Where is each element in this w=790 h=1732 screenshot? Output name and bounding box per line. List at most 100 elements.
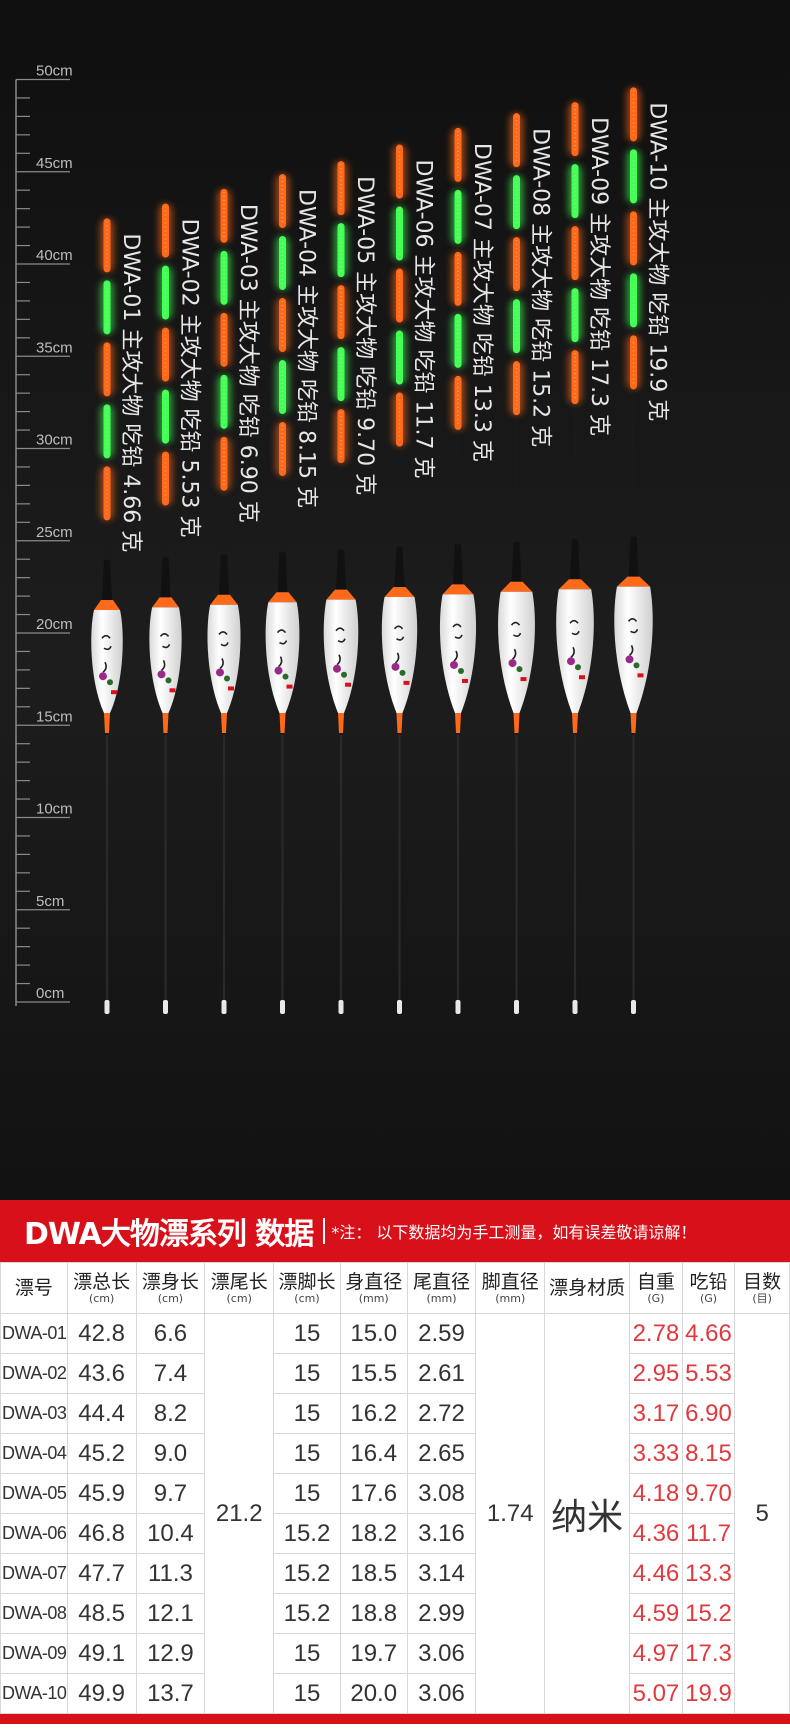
cell-body-length: 11.3 [135, 1553, 206, 1594]
float-dwa-03: DWA-03 主攻大物 吃铅 6.90 克 [207, 188, 260, 1014]
cell-foot-diameter: 1.74 [475, 1313, 546, 1714]
float-body-tip [162, 713, 169, 733]
tail-segment [630, 335, 637, 390]
tail-segment [630, 87, 637, 142]
cell-foot-length: 15 [273, 1393, 341, 1434]
tail-segment [454, 127, 462, 182]
tail-segment [571, 102, 579, 157]
cell-foot-length: 15.2 [273, 1593, 341, 1634]
column-header-name: 漂身材质 [549, 1277, 626, 1299]
cell-body-length: 6.6 [135, 1313, 206, 1354]
tail-segment [630, 149, 637, 204]
cell-foot-length: 15 [273, 1633, 341, 1674]
float-foot-tip [338, 1000, 344, 1014]
ruler-label: 40cm [36, 247, 73, 264]
float-neck-cone [394, 547, 405, 587]
column-header: 漂身长 (cm) [135, 1262, 206, 1314]
cell-model: DWA-06 [0, 1513, 68, 1554]
tail-segment [454, 313, 462, 368]
column-header-unit: (cm) [157, 1292, 184, 1305]
float-body-logo [218, 631, 229, 670]
cell-total-length: 47.7 [66, 1553, 137, 1594]
float-label: DWA-03 主攻大物 吃铅 6.90 克 [235, 204, 260, 523]
table-row: DWA-07 47.7 11.3 15.2 18.5 3.14 4.46 13.3 [0, 1553, 790, 1594]
tail-segment [513, 299, 520, 354]
tail-segment [396, 392, 403, 447]
banner-title: DWA大物漂系列 数据 [24, 1217, 314, 1252]
float-body-tip [396, 713, 403, 733]
table-row: DWA-09 49.1 12.9 15 19.7 3.06 4.97 17.3 [0, 1633, 790, 1674]
column-header-name: 漂身长 [141, 1271, 199, 1293]
float-body-flower [333, 664, 341, 673]
float-neck-cone [277, 552, 288, 593]
cell-total-length: 49.9 [66, 1673, 137, 1714]
ruler-label: 35cm [36, 339, 73, 356]
cell-self-weight: 4.46 [629, 1553, 683, 1594]
tail-segment [513, 237, 520, 292]
cell-model: DWA-10 [0, 1673, 68, 1714]
cell-self-weight: 4.18 [629, 1473, 683, 1514]
float-dwa-09: DWA-09 主攻大物 吃铅 17.3 克 [556, 102, 611, 1014]
float-dwa-06: DWA-06 主攻大物 吃铅 11.7 克 [381, 144, 436, 1014]
cell-self-weight: 4.97 [629, 1633, 683, 1674]
tail-segment [162, 451, 169, 506]
ruler-label: 10cm [36, 801, 73, 818]
cell-foot-length: 15 [273, 1313, 341, 1354]
float-body-cap [500, 581, 533, 592]
cell-tail-diameter: 3.16 [406, 1513, 477, 1554]
cell-model: DWA-01 [0, 1313, 68, 1354]
float-body-logo [101, 634, 112, 673]
cell-body-diameter: 15.5 [339, 1353, 408, 1394]
float-body-leaf [633, 662, 640, 669]
tail-segment [630, 273, 637, 328]
float-body-tip [630, 713, 637, 733]
product-illustration: 50cm 45cm 40cm 35cm 30cm 25cm 20cm 15cm 10cm 5cm 0… [0, 0, 790, 1200]
tail-segment [396, 268, 403, 323]
float-foot-tip [455, 1000, 461, 1014]
spec-banner: DWA大物漂系列 数据 *注： 以下数据均为手工测量，如有误差敬请谅解！ [0, 1200, 790, 1262]
float-body-cap [152, 597, 179, 608]
float-dwa-04: DWA-04 主攻大物 吃铅 8.15 克 [265, 174, 319, 1014]
float-body [323, 599, 359, 713]
float-body [149, 607, 182, 713]
float-body-flower [391, 662, 400, 671]
float-dwa-02: DWA-02 主攻大物 吃铅 5.53 克 [149, 203, 202, 1014]
ruler-label: 30cm [36, 432, 73, 449]
cell-model: DWA-02 [0, 1353, 68, 1394]
cell-lead-capacity: 11.7 [681, 1513, 736, 1554]
float-body-leaf [399, 669, 406, 676]
float-body-logo [569, 619, 580, 658]
tail-segment [279, 174, 286, 229]
column-header-name: 目数 [743, 1271, 782, 1293]
cell-tail-diameter: 2.72 [406, 1393, 477, 1434]
float-body-cap [94, 600, 120, 610]
float-body-flower [99, 672, 107, 681]
float-neck-cone [628, 536, 639, 577]
tail-segment [513, 361, 520, 416]
float-label: DWA-02 主攻大物 吃铅 5.53 克 [177, 219, 202, 538]
float-dwa-08: DWA-08 主攻大物 吃铅 15.2 克 [498, 113, 553, 1014]
float-body-flower [216, 668, 224, 677]
spec-table-wrapper: 漂号 漂总长 (cm) 漂身长 (cm) 漂尾长 (cm) 漂脚长 (cm) 身直径 (mm) 尾直径… [0, 1262, 790, 1714]
cell-body-length: 9.7 [135, 1473, 206, 1514]
cell-self-weight: 4.36 [629, 1513, 683, 1554]
float-label: DWA-10 主攻大物 吃铅 19.9 克 [645, 102, 670, 421]
cell-body-length: 8.2 [135, 1393, 206, 1434]
cell-lead-capacity: 5.53 [681, 1353, 736, 1394]
cell-total-length: 48.5 [66, 1593, 137, 1634]
float-body-seal [462, 678, 468, 683]
float-body-seal [111, 690, 117, 695]
cell-tail-length: 21.2 [204, 1313, 275, 1714]
float-body [498, 591, 535, 713]
float-body-flower [274, 666, 283, 675]
ruler-label: 0cm [36, 985, 64, 1002]
cell-body-length: 12.1 [135, 1593, 206, 1634]
float-body-tip [104, 713, 110, 733]
tail-segment [396, 206, 403, 261]
float-body-seal [637, 673, 644, 678]
cell-foot-length: 15 [273, 1473, 341, 1514]
float-foot-tip [104, 1000, 110, 1014]
tail-segment [630, 211, 637, 266]
float-neck-cone [453, 544, 463, 585]
float-body-leaf [282, 673, 289, 680]
